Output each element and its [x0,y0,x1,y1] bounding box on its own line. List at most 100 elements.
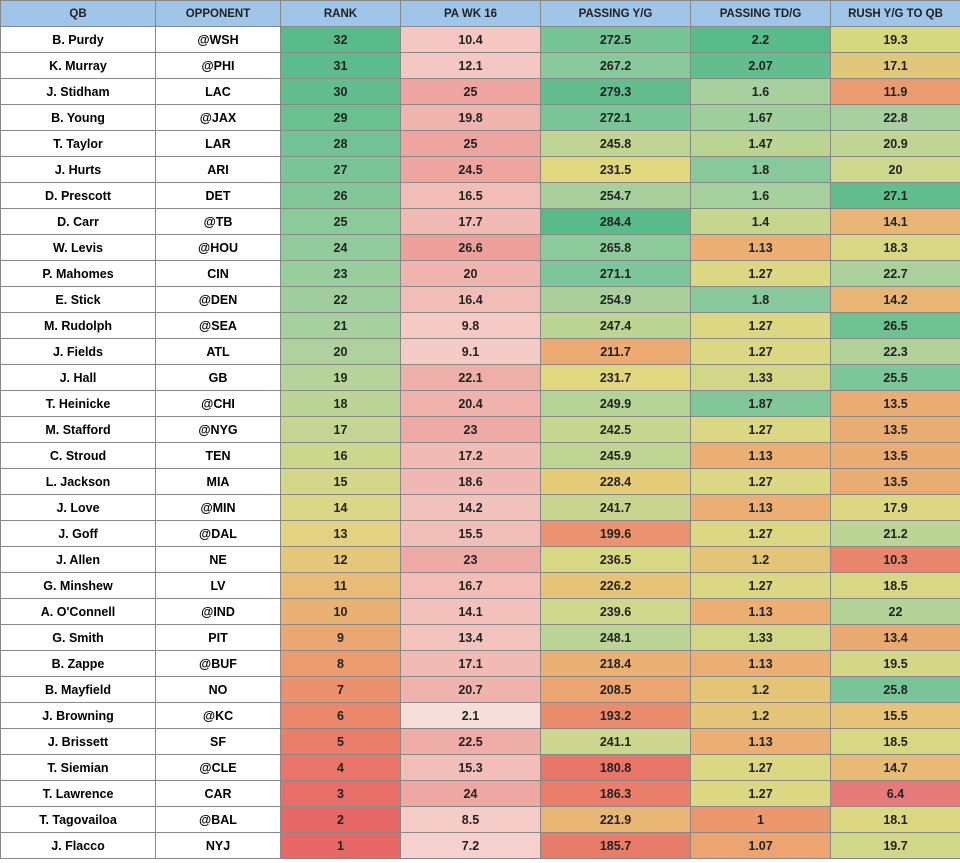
cell-pa: 24 [401,781,541,807]
table-row: M. Stafford@NYG1723242.51.2713.5 [1,417,960,443]
cell-pa: 23 [401,547,541,573]
cell-py: 226.2 [541,573,691,599]
cell-td: 1.2 [691,677,831,703]
cell-td: 1.8 [691,157,831,183]
cell-pa: 24.5 [401,157,541,183]
cell-pa: 16.4 [401,287,541,313]
table-row: T. LawrenceCAR324186.31.276.4 [1,781,960,807]
cell-py: 231.5 [541,157,691,183]
cell-ry: 25.8 [831,677,960,703]
cell-py: 245.9 [541,443,691,469]
cell-pa: 20.4 [401,391,541,417]
qb-name: P. Mahomes [1,261,156,287]
cell-rank: 24 [281,235,401,261]
table-row: B. Zappe@BUF817.1218.41.1319.5 [1,651,960,677]
cell-td: 1 [691,807,831,833]
cell-td: 1.27 [691,469,831,495]
cell-py: 254.7 [541,183,691,209]
opponent: @CHI [156,391,281,417]
table-row: W. Levis@HOU2426.6265.81.1318.3 [1,235,960,261]
opponent: LAR [156,131,281,157]
cell-ry: 11.9 [831,79,960,105]
cell-rank: 15 [281,469,401,495]
cell-ry: 10.3 [831,547,960,573]
cell-py: 186.3 [541,781,691,807]
cell-td: 1.27 [691,755,831,781]
cell-py: 279.3 [541,79,691,105]
cell-pa: 20 [401,261,541,287]
opponent: MIA [156,469,281,495]
cell-pa: 14.1 [401,599,541,625]
cell-pa: 9.1 [401,339,541,365]
cell-pa: 15.3 [401,755,541,781]
opponent: @MIN [156,495,281,521]
qb-name: B. Zappe [1,651,156,677]
qb-name: L. Jackson [1,469,156,495]
table-row: J. Love@MIN1414.2241.71.1317.9 [1,495,960,521]
opponent: DET [156,183,281,209]
table-row: D. PrescottDET2616.5254.71.627.1 [1,183,960,209]
col-header-6: RUSH Y/G TO QB [831,1,960,27]
cell-pa: 16.7 [401,573,541,599]
opponent: @CLE [156,755,281,781]
cell-pa: 9.8 [401,313,541,339]
cell-td: 2.07 [691,53,831,79]
cell-pa: 22.5 [401,729,541,755]
table-row: A. O'Connell@IND1014.1239.61.1322 [1,599,960,625]
table-row: G. SmithPIT913.4248.11.3313.4 [1,625,960,651]
cell-ry: 6.4 [831,781,960,807]
cell-td: 1.67 [691,105,831,131]
cell-ry: 17.9 [831,495,960,521]
cell-ry: 18.5 [831,573,960,599]
opponent: @IND [156,599,281,625]
cell-rank: 7 [281,677,401,703]
cell-pa: 22.1 [401,365,541,391]
cell-ry: 19.5 [831,651,960,677]
cell-ry: 21.2 [831,521,960,547]
table-row: T. TaylorLAR2825245.81.4720.9 [1,131,960,157]
cell-rank: 8 [281,651,401,677]
table-row: J. HurtsARI2724.5231.51.820 [1,157,960,183]
cell-py: 228.4 [541,469,691,495]
cell-pa: 19.8 [401,105,541,131]
table-body: B. Purdy@WSH3210.4272.52.219.3K. Murray@… [1,27,960,859]
opponent: @BUF [156,651,281,677]
cell-py: 267.2 [541,53,691,79]
qb-name: B. Purdy [1,27,156,53]
qb-name: J. Browning [1,703,156,729]
cell-pa: 15.5 [401,521,541,547]
table-row: C. StroudTEN1617.2245.91.1313.5 [1,443,960,469]
cell-td: 1.13 [691,235,831,261]
cell-rank: 22 [281,287,401,313]
cell-py: 211.7 [541,339,691,365]
cell-py: 272.1 [541,105,691,131]
cell-py: 185.7 [541,833,691,859]
cell-rank: 17 [281,417,401,443]
qb-name: E. Stick [1,287,156,313]
opponent: ATL [156,339,281,365]
table-row: J. FieldsATL209.1211.71.2722.3 [1,339,960,365]
cell-ry: 13.5 [831,417,960,443]
table-row: B. Young@JAX2919.8272.11.6722.8 [1,105,960,131]
opponent: @JAX [156,105,281,131]
cell-rank: 14 [281,495,401,521]
opponent: @TB [156,209,281,235]
opponent: NYJ [156,833,281,859]
qb-name: J. Brissett [1,729,156,755]
cell-ry: 25.5 [831,365,960,391]
cell-py: 245.8 [541,131,691,157]
cell-td: 1.13 [691,651,831,677]
cell-td: 1.27 [691,313,831,339]
cell-rank: 13 [281,521,401,547]
cell-py: 241.7 [541,495,691,521]
qb-name: M. Rudolph [1,313,156,339]
cell-pa: 17.2 [401,443,541,469]
qb-name: J. Allen [1,547,156,573]
cell-td: 1.47 [691,131,831,157]
table-row: J. StidhamLAC3025279.31.611.9 [1,79,960,105]
cell-ry: 22 [831,599,960,625]
cell-ry: 13.5 [831,469,960,495]
cell-rank: 32 [281,27,401,53]
qb-name: J. Love [1,495,156,521]
cell-py: 241.1 [541,729,691,755]
